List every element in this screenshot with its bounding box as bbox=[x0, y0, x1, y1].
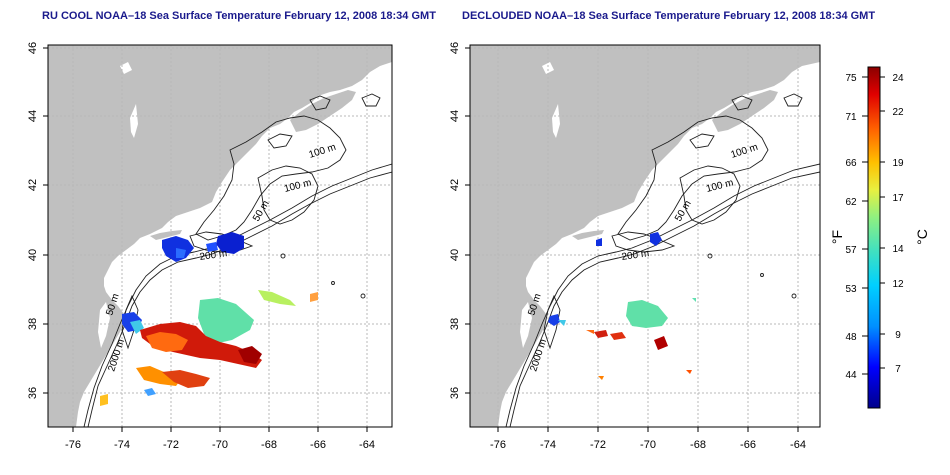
contour-label-200m: 200 m bbox=[199, 248, 228, 263]
c-tick-label: 19 bbox=[892, 158, 904, 169]
lat-tick-label: 44 bbox=[27, 110, 39, 122]
nova-scotia bbox=[712, 90, 778, 132]
lat-tick-label: 42 bbox=[27, 179, 39, 191]
c-tick-label: 12 bbox=[892, 279, 904, 290]
lat-tick-label: 38 bbox=[27, 318, 39, 330]
lon-tick-label: -72 bbox=[590, 439, 606, 451]
c-tick-label: 9 bbox=[895, 330, 901, 341]
lon-tick-labels: -76 -74 -72 -70 -68 -66 -64 bbox=[65, 439, 375, 451]
land-mass bbox=[470, 45, 820, 427]
axis-ticks bbox=[465, 47, 799, 432]
land-mass bbox=[48, 45, 392, 427]
colorbar-unit-fahrenheit: °F bbox=[829, 230, 845, 244]
sst-patches bbox=[100, 232, 318, 406]
lon-tick-label: -76 bbox=[490, 439, 506, 451]
map-panel-right: 100 m 100 m 50 m 200 m 50 m 2000 m -76 -… bbox=[449, 42, 821, 451]
lat-tick-labels: 46 44 42 40 38 36 bbox=[449, 42, 461, 399]
inland-water bbox=[98, 302, 110, 348]
lat-tick-label: 46 bbox=[27, 42, 39, 54]
lat-tick-label: 36 bbox=[449, 387, 461, 399]
colorbar-unit-celsius: °C bbox=[914, 229, 930, 245]
lon-tick-label: -76 bbox=[65, 439, 81, 451]
panel-title-left: RU COOL NOAA–18 Sea Surface Temperature … bbox=[42, 10, 436, 22]
f-tick-label: 53 bbox=[845, 284, 857, 295]
map-panel-left: 100 m 100 m 50 m 200 m 50 m 2000 m -76 -… bbox=[27, 42, 393, 451]
lon-tick-labels: -76 -74 -72 -70 -68 -66 -64 bbox=[490, 439, 806, 451]
f-tick-label: 75 bbox=[845, 73, 857, 84]
inland-water bbox=[120, 62, 132, 74]
c-tick-label: 14 bbox=[892, 244, 904, 255]
lat-tick-label: 36 bbox=[27, 387, 39, 399]
inland-water bbox=[130, 104, 138, 138]
c-tick-label: 22 bbox=[892, 107, 904, 118]
inland-water bbox=[552, 104, 560, 138]
long-island bbox=[150, 230, 182, 240]
inland-water bbox=[520, 302, 532, 348]
f-tick-label: 71 bbox=[845, 112, 857, 123]
lon-tick-label: -66 bbox=[310, 439, 326, 451]
f-tick-label: 44 bbox=[845, 370, 857, 381]
lat-tick-label: 40 bbox=[27, 249, 39, 261]
panel-title-right: DECLOUDED NOAA–18 Sea Surface Temperatur… bbox=[462, 10, 876, 22]
nova-scotia bbox=[290, 90, 356, 132]
lon-tick-label: -66 bbox=[740, 439, 756, 451]
lat-tick-label: 40 bbox=[449, 249, 461, 261]
lon-tick-label: -64 bbox=[790, 439, 806, 451]
sst-patches bbox=[548, 232, 696, 380]
bathymetry-contours bbox=[505, 93, 820, 427]
lat-tick-labels: 46 44 42 40 38 36 bbox=[27, 42, 39, 399]
lon-tick-label: -72 bbox=[163, 439, 179, 451]
lat-tick-label: 44 bbox=[449, 110, 461, 122]
lon-tick-label: -68 bbox=[690, 439, 706, 451]
lon-tick-label: -68 bbox=[261, 439, 277, 451]
c-tick-label: 17 bbox=[892, 193, 904, 204]
f-tick-label: 66 bbox=[845, 158, 857, 169]
lat-tick-label: 46 bbox=[449, 42, 461, 54]
lon-tick-label: -74 bbox=[540, 439, 556, 451]
axis-ticks bbox=[43, 47, 368, 432]
colorbar: 75 71 66 62 57 53 48 44 24 22 19 17 14 1… bbox=[829, 66, 930, 409]
lat-tick-label: 42 bbox=[449, 179, 461, 191]
c-tick-label: 24 bbox=[892, 73, 904, 84]
f-tick-label: 62 bbox=[845, 197, 857, 208]
colorbar-f-ticks: 75 71 66 62 57 53 48 44 bbox=[845, 73, 857, 381]
lon-tick-label: -74 bbox=[114, 439, 130, 451]
f-tick-label: 48 bbox=[845, 332, 857, 343]
colorbar-c-ticks: 24 22 19 17 14 12 9 7 bbox=[892, 73, 904, 375]
lon-tick-label: -64 bbox=[359, 439, 375, 451]
lat-tick-label: 38 bbox=[449, 318, 461, 330]
f-tick-label: 57 bbox=[845, 245, 857, 256]
colorbar-gradient bbox=[867, 66, 881, 409]
long-island bbox=[572, 230, 604, 240]
inland-water bbox=[542, 62, 554, 74]
lon-tick-label: -70 bbox=[640, 439, 656, 451]
bathymetry-contours bbox=[83, 93, 392, 427]
contour-label-200m: 200 m bbox=[621, 248, 650, 263]
lon-tick-label: -70 bbox=[212, 439, 228, 451]
c-tick-label: 7 bbox=[895, 364, 901, 375]
